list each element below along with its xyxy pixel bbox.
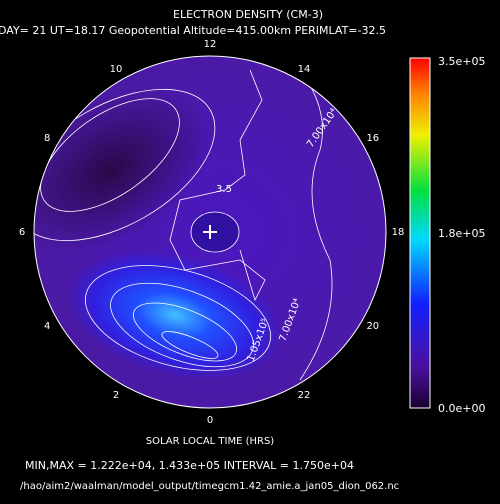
density-field [34, 56, 386, 408]
stats: MIN,MAX = 1.222e+04, 1.433e+05 INTERVAL … [25, 459, 354, 472]
pole-marker [203, 225, 217, 239]
local-time-label: 10 [110, 64, 123, 75]
local-time-label: 20 [366, 321, 379, 332]
local-time-label: 8 [44, 133, 50, 144]
file-path: /hao/aim2/waalman/model_output/timegcm1.… [20, 481, 399, 492]
x-axis-label: SOLAR LOCAL TIME (HRS) [146, 436, 275, 447]
local-time-label: 12 [204, 39, 217, 50]
local-time-label: 2 [113, 390, 119, 401]
map-boundary [33, 55, 387, 409]
colorbar-label: 0.0e+00 [438, 402, 485, 415]
local-time-label: 22 [298, 390, 311, 401]
subtitle: DAY= 21 UT=18.17 Geopotential Altitude=4… [0, 24, 386, 37]
colorbar-label: 1.8e+05 [438, 227, 485, 240]
local-time-label: 18 [392, 227, 405, 238]
local-time-label: 6 [19, 227, 25, 238]
contour-label: 3.5 [216, 184, 232, 195]
local-time-label: 0 [207, 415, 213, 426]
local-time-label: 14 [298, 64, 311, 75]
title: ELECTRON DENSITY (CM-3) [173, 8, 323, 21]
local-time-label: 16 [366, 133, 379, 144]
colorbar-label: 3.5e+05 [438, 55, 485, 68]
local-time-label: 4 [44, 321, 50, 332]
colorbar [409, 57, 431, 409]
